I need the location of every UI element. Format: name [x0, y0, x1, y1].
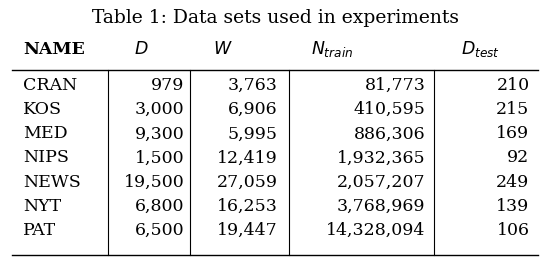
Text: $N_{train}$: $N_{train}$ [311, 39, 354, 59]
Text: Table 1: Data sets used in experiments: Table 1: Data sets used in experiments [91, 9, 459, 27]
Text: 886,306: 886,306 [354, 125, 426, 142]
Text: 249: 249 [496, 173, 530, 190]
Text: 3,000: 3,000 [135, 101, 185, 118]
Text: 106: 106 [497, 222, 530, 239]
Text: 6,500: 6,500 [135, 222, 185, 239]
Text: 979: 979 [151, 77, 185, 94]
Text: 5,995: 5,995 [228, 125, 278, 142]
Text: 139: 139 [496, 198, 530, 215]
Text: NAME: NAME [23, 41, 85, 58]
Text: 16,253: 16,253 [217, 198, 278, 215]
Text: 3,768,969: 3,768,969 [337, 198, 426, 215]
Text: 14,328,094: 14,328,094 [326, 222, 426, 239]
Text: 6,906: 6,906 [228, 101, 278, 118]
Text: 210: 210 [496, 77, 530, 94]
Text: 81,773: 81,773 [365, 77, 426, 94]
Text: $W$: $W$ [213, 41, 233, 58]
Text: NEWS: NEWS [23, 173, 81, 190]
Text: MED: MED [23, 125, 68, 142]
Text: 92: 92 [507, 149, 530, 166]
Text: 12,419: 12,419 [217, 149, 278, 166]
Text: NYT: NYT [23, 198, 62, 215]
Text: 169: 169 [496, 125, 530, 142]
Text: 410,595: 410,595 [354, 101, 426, 118]
Text: 9,300: 9,300 [135, 125, 185, 142]
Text: CRAN: CRAN [23, 77, 78, 94]
Text: NIPS: NIPS [23, 149, 69, 166]
Text: 19,447: 19,447 [217, 222, 278, 239]
Text: KOS: KOS [23, 101, 62, 118]
Text: 1,500: 1,500 [135, 149, 185, 166]
Text: 1,932,365: 1,932,365 [337, 149, 426, 166]
Text: PAT: PAT [23, 222, 57, 239]
Text: 3,763: 3,763 [228, 77, 278, 94]
Text: 19,500: 19,500 [124, 173, 185, 190]
Text: 2,057,207: 2,057,207 [337, 173, 426, 190]
Text: $D$: $D$ [134, 41, 148, 58]
Text: 215: 215 [496, 101, 530, 118]
Text: 27,059: 27,059 [217, 173, 278, 190]
Text: 6,800: 6,800 [135, 198, 185, 215]
Text: $D_{test}$: $D_{test}$ [461, 39, 500, 59]
